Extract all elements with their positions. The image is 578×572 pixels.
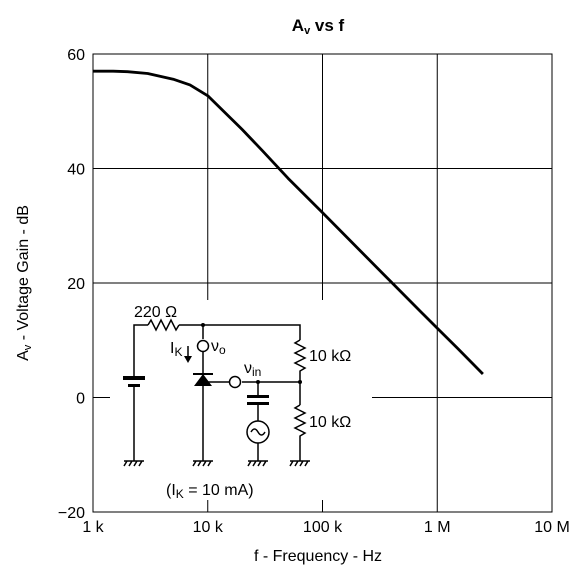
chart-title: Av vs f [292,16,345,37]
ground-source [247,460,268,467]
y-axis-label: Av - Voltage Gain - dB [15,205,34,361]
y-tick-label: 60 [67,47,85,64]
x-tick-label: 1 k [82,519,104,536]
current-arrow-head [184,356,192,363]
ground-resistor [289,460,310,467]
x-tick-label: 10 k [193,519,224,536]
resistor-lower [293,404,307,461]
x-tick-label: 10 M [534,519,570,536]
resistor-220-label: 220 Ω [134,304,177,321]
vout-node [196,339,210,353]
resistor-220 [147,318,180,332]
x-tick-labels: 1 k 10 k 100 k 1 M 10 M [82,519,569,536]
condition-label: (IK = 10 mA) [166,482,254,501]
zener-diode-symbol [194,374,212,386]
capacitor-plate-bottom [247,402,269,405]
ground-diode [192,460,213,467]
x-tick-label: 1 M [424,519,451,536]
resistor-lower-label: 10 kΩ [309,414,351,431]
junction-dot-3 [298,380,302,384]
test-circuit-inset: 220 Ω IK νo νin 10 kΩ 10 kΩ (IK = 10 mA) [110,300,372,501]
series-layer [93,69,484,375]
battery-plate-short [128,384,140,387]
battery-plate-long [123,376,145,380]
plot-frame [92,53,553,513]
junction-dot-2 [256,380,260,384]
y-tick-label: 20 [67,276,85,293]
ac-source-wave [250,428,266,436]
inset-background [110,300,372,500]
ground-battery [123,460,144,467]
vin-label: νin [244,360,261,379]
resistor-upper-label: 10 kΩ [309,348,351,365]
top-wire [179,324,301,340]
y-tick-label: 40 [67,162,85,179]
vin-node [228,375,242,389]
y-tick-label: 0 [76,391,85,408]
x-axis-label: f - Frequency - Hz [254,548,382,565]
y-tick-labels: 60 40 20 0 −20 [58,47,85,522]
current-label: IK [170,340,182,359]
vout-label: νo [211,338,226,357]
y-tick-label: −20 [58,505,85,522]
x-tick-label: 100 k [303,519,343,536]
junction-dot-1 [201,323,205,327]
resistor-upper [293,339,307,382]
capacitor-plate-top [247,395,269,398]
gain-curve [93,69,484,375]
battery-wire [133,324,148,378]
